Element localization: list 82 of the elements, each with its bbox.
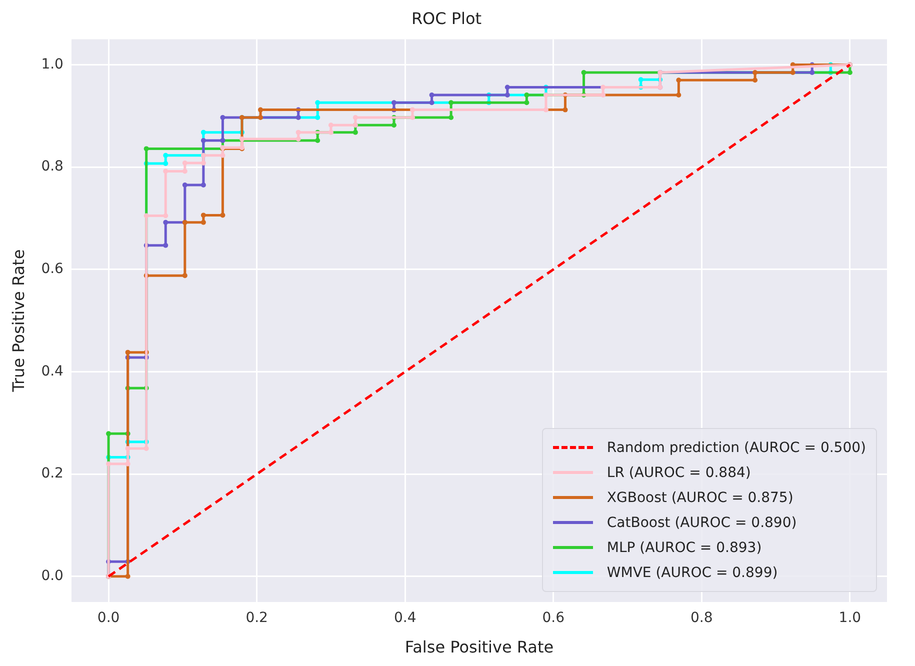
point	[163, 152, 168, 158]
point	[258, 114, 264, 120]
point	[144, 213, 149, 218]
x-tick-label: 0.4	[394, 610, 416, 626]
point	[200, 160, 206, 166]
point	[125, 461, 130, 466]
point	[429, 92, 434, 98]
point	[352, 114, 358, 120]
x-tick-label: 0.8	[690, 610, 713, 626]
point	[524, 92, 530, 98]
point	[752, 78, 758, 83]
point	[410, 114, 416, 120]
x-tick-label: 0.0	[97, 610, 120, 626]
point	[847, 70, 852, 75]
point	[163, 168, 168, 174]
legend-label: CatBoost (AUROC = 0.890)	[606, 514, 797, 530]
point	[448, 100, 454, 106]
point	[200, 130, 206, 135]
point	[315, 100, 320, 106]
point	[144, 146, 149, 152]
point	[125, 574, 130, 579]
point	[220, 152, 226, 158]
x-tick-label: 0.6	[542, 610, 565, 626]
point	[448, 114, 454, 120]
point	[429, 100, 434, 106]
y-axis-title: True Positive Rate	[8, 249, 28, 393]
point	[752, 70, 758, 75]
legend-label: WMVE (AUROC = 0.899)	[606, 564, 778, 580]
point	[543, 107, 548, 112]
chart-title: ROC Plot	[411, 8, 482, 28]
point	[296, 114, 301, 120]
x-axis-title: False Positive Rate	[404, 638, 554, 657]
point	[182, 182, 188, 188]
point	[638, 77, 644, 82]
point	[676, 78, 682, 83]
point	[182, 273, 188, 278]
x-tick-label: 0.2	[246, 610, 268, 626]
point	[200, 138, 206, 144]
point	[296, 130, 301, 135]
point	[562, 107, 568, 112]
y-tick-label: 0.4	[41, 363, 64, 380]
point	[391, 122, 396, 128]
y-tick-label: 1.0	[41, 56, 64, 72]
point	[200, 182, 206, 188]
point	[163, 220, 168, 225]
point	[790, 70, 796, 75]
point	[200, 212, 206, 218]
point	[163, 161, 168, 166]
point	[125, 446, 130, 452]
point	[144, 446, 149, 452]
legend-label: MLP (AUROC = 0.893)	[606, 540, 762, 556]
point	[125, 350, 130, 355]
point	[391, 100, 396, 106]
point	[504, 92, 510, 98]
point	[200, 220, 206, 225]
point	[581, 70, 586, 75]
point	[163, 242, 168, 248]
y-tick-label: 0.0	[41, 568, 64, 584]
point	[258, 107, 264, 112]
point	[328, 122, 334, 128]
point	[352, 130, 358, 135]
x-tick-label: 1.0	[838, 610, 862, 626]
y-tick-label: 0.8	[41, 158, 64, 175]
y-tick-label: 0.2	[41, 466, 64, 482]
legend-label: XGBoost (AUROC = 0.875)	[606, 490, 794, 506]
y-tick-label: 0.6	[41, 261, 64, 278]
legend-label: LR (AUROC = 0.884)	[606, 464, 751, 480]
legend-label: Random prediction (AUROC = 0.500)	[606, 440, 866, 456]
point	[182, 168, 188, 174]
point	[106, 431, 112, 436]
point	[504, 84, 510, 90]
point	[315, 138, 320, 144]
point	[220, 114, 226, 120]
point	[220, 212, 226, 218]
point	[328, 130, 334, 135]
point	[315, 114, 320, 120]
point	[676, 92, 682, 98]
point	[810, 70, 815, 75]
point	[239, 136, 244, 142]
point	[163, 213, 168, 218]
point	[524, 100, 530, 106]
point	[600, 92, 606, 98]
